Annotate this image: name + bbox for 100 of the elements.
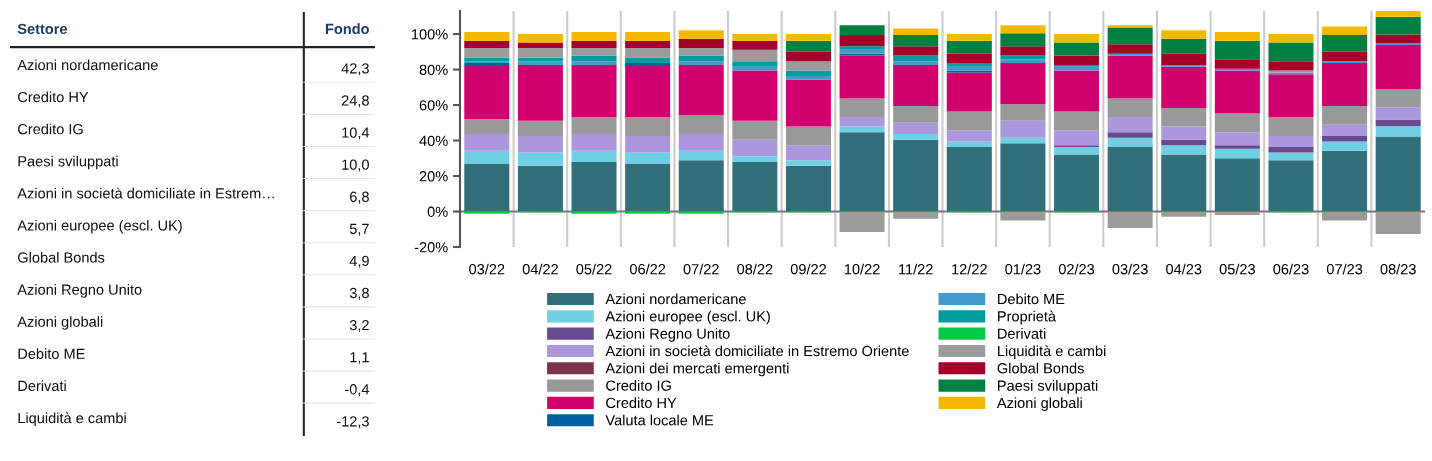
bar	[946, 40, 992, 54]
legend-label: Proprietà	[998, 310, 1057, 325]
bar	[946, 34, 992, 41]
bar	[1375, 45, 1421, 90]
x-tick-label: 11/22	[899, 263, 933, 275]
bar	[1322, 135, 1368, 142]
bar	[625, 152, 671, 164]
bar	[1322, 51, 1368, 62]
bar	[1107, 212, 1153, 229]
bar	[1322, 62, 1368, 106]
legend-label: Derivati	[998, 328, 1046, 339]
bar	[1214, 145, 1260, 149]
bar	[1268, 152, 1314, 161]
bar	[1161, 139, 1207, 146]
category-label: Credito IG	[18, 123, 83, 135]
bar	[839, 132, 885, 212]
bar	[1054, 42, 1100, 56]
bar	[785, 51, 831, 62]
bar	[1107, 98, 1153, 118]
bar	[571, 32, 617, 41]
bar	[571, 48, 617, 56]
bar	[464, 119, 510, 134]
bar	[732, 40, 778, 50]
x-tick-label: 12/22	[952, 263, 987, 275]
y-tick-label: 60%	[419, 100, 448, 111]
bar	[464, 64, 510, 120]
legend-label: Azioni europee (escl. UK)	[605, 310, 770, 325]
bar	[839, 117, 885, 127]
x-tick-label: 07/23	[1326, 263, 1363, 275]
bar	[1375, 126, 1421, 137]
text: 42,3	[341, 63, 369, 76]
bar	[839, 98, 885, 118]
text: 6,8	[349, 191, 369, 204]
bar	[517, 152, 563, 166]
bar	[1000, 212, 1046, 221]
bar	[1214, 113, 1260, 133]
bar	[1054, 154, 1100, 212]
bar	[517, 165, 563, 212]
category-label: Azioni nordamericane	[17, 59, 158, 71]
x-tick-label: 08/22	[737, 263, 773, 275]
category-label: Credito HY	[18, 91, 89, 103]
category-label: Azioni globali	[17, 316, 103, 330]
legend-label: Credito IG	[606, 380, 671, 391]
legend-label: Paesi sviluppati	[998, 380, 1098, 394]
bar	[1107, 137, 1153, 148]
bar	[1054, 55, 1100, 65]
bar	[678, 48, 724, 56]
bar	[1000, 46, 1046, 56]
bar	[893, 34, 939, 47]
bar	[1107, 132, 1153, 138]
legend-label: Azioni globali	[996, 397, 1082, 411]
bar	[785, 76, 831, 80]
bar	[1214, 59, 1260, 69]
bar	[1375, 11, 1421, 17]
bar	[1375, 136, 1421, 212]
y-tick-label: -20%	[414, 242, 448, 253]
text: 24,8	[341, 95, 369, 108]
category-label: Global Bonds	[18, 251, 105, 263]
category-label: Azioni europee (escl. UK)	[17, 219, 182, 234]
bar	[893, 46, 939, 56]
bar	[785, 70, 831, 77]
bar	[839, 49, 885, 54]
bar	[893, 61, 939, 65]
bar	[1268, 42, 1314, 62]
bar	[1214, 40, 1260, 60]
bar	[946, 111, 992, 131]
text: 10,4	[342, 127, 370, 140]
bar	[517, 34, 563, 43]
bar	[464, 163, 510, 212]
x-tick-label: 10/22	[844, 263, 880, 275]
bar	[1268, 117, 1314, 136]
bar	[946, 141, 992, 148]
y-tick-label: 20%	[419, 171, 448, 182]
bar	[1322, 212, 1368, 221]
bar	[1161, 30, 1207, 39]
bar	[678, 64, 724, 116]
bar	[893, 212, 939, 219]
bar	[732, 49, 778, 62]
bar	[464, 48, 510, 58]
bar	[1107, 147, 1153, 212]
bar	[1214, 132, 1260, 146]
text: -0,4	[345, 384, 370, 397]
bar	[625, 117, 671, 136]
bar	[1268, 135, 1314, 148]
bar	[1161, 126, 1207, 140]
bar	[1000, 62, 1046, 105]
bar	[1161, 154, 1207, 212]
x-tick-label: 03/23	[1112, 263, 1148, 275]
x-tick-label: 09/22	[790, 263, 826, 275]
x-tick-label: 05/23	[1219, 263, 1255, 275]
text: 3,8	[349, 287, 369, 300]
bar	[893, 28, 939, 35]
bar	[1000, 25, 1046, 34]
x-tick-label: 02/23	[1058, 263, 1095, 275]
category-label: Paesi sviluppati	[18, 155, 118, 170]
bar	[946, 72, 992, 112]
bar	[839, 212, 885, 232]
bar	[1161, 212, 1207, 217]
text: 1,1	[350, 352, 369, 365]
x-tick-label: 06/23	[1273, 263, 1309, 275]
